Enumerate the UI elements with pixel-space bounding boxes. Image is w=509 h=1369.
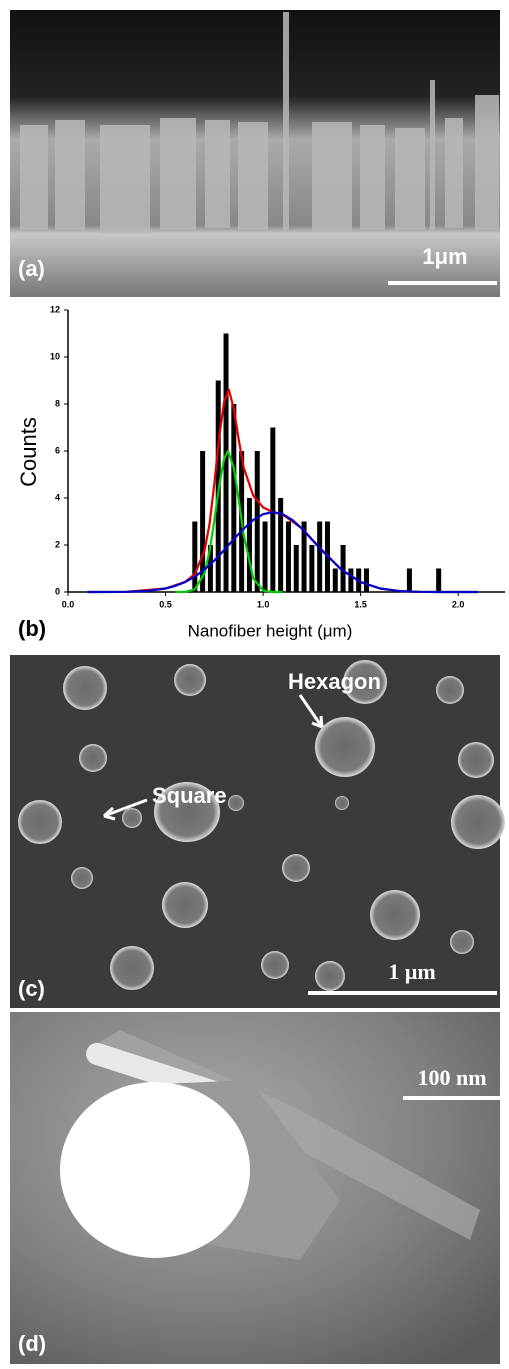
bar: [348, 568, 354, 592]
bar: [285, 521, 291, 592]
y-tick-label: 12: [50, 304, 60, 314]
panel-c: Hexagon Square (c) 1 μm: [10, 655, 505, 1008]
panel-a: (a) 1μm: [10, 10, 500, 297]
scale-bar: [388, 281, 497, 285]
x-tick-label: 2.0: [452, 599, 465, 609]
fiber-tip: [60, 1082, 250, 1258]
bar: [262, 521, 268, 592]
y-axis-label: Counts: [16, 417, 41, 487]
bar: [436, 568, 442, 592]
annotation: Hexagon: [288, 669, 381, 694]
x-tick-label: 0.5: [159, 599, 172, 609]
bar: [278, 498, 284, 592]
y-tick-label: 8: [55, 398, 60, 408]
bar: [254, 451, 260, 592]
x-tick-label: 1.5: [354, 599, 367, 609]
panel-label: (d): [18, 1331, 46, 1356]
nanofibers: [20, 12, 499, 233]
panel-d: 100 nm (d): [10, 1012, 503, 1364]
y-tick-label: 10: [50, 351, 60, 361]
bar: [270, 427, 276, 592]
x-tick-label: 0.0: [62, 599, 75, 609]
bar: [332, 568, 338, 592]
bar: [340, 545, 346, 592]
panel-b: (b) Nanofiber height (μm) Counts 0 2 4 6 8 10…: [16, 304, 505, 641]
bar: [231, 404, 237, 592]
bar: [192, 521, 198, 592]
scale-bar-label: 1μm: [422, 244, 467, 269]
y-tick-label: 2: [55, 539, 60, 549]
panel-label: (b): [18, 616, 46, 641]
arrow: [103, 694, 324, 821]
panel-label: (c): [18, 976, 45, 1001]
bar: [406, 568, 412, 592]
fit-curve: [175, 449, 283, 594]
y-tick-label: 6: [55, 445, 60, 455]
bar: [309, 545, 315, 592]
bar: [363, 568, 369, 592]
scale-bar: [308, 991, 497, 995]
annotation: Square: [152, 783, 227, 808]
sem-image: [10, 655, 500, 1008]
nanofiber-tops: [18, 660, 505, 991]
scale-bar-label: 100 nm: [417, 1065, 486, 1090]
bar: [301, 521, 307, 592]
bar: [246, 498, 252, 592]
bar: [223, 333, 229, 592]
bar: [317, 521, 323, 592]
x-axis-label: Nanofiber height (μm): [188, 621, 353, 640]
y-tick-label: 4: [55, 492, 60, 502]
x-tick-label: 1.0: [257, 599, 270, 609]
bar: [293, 545, 299, 592]
y-tick-label: 0: [55, 586, 60, 596]
scale-bar-label: 1 μm: [388, 959, 435, 984]
scale-bar: [403, 1096, 503, 1100]
bar: [200, 451, 206, 592]
panel-label: (a): [18, 256, 45, 281]
fit-curve: [87, 510, 478, 594]
bar: [207, 545, 213, 592]
